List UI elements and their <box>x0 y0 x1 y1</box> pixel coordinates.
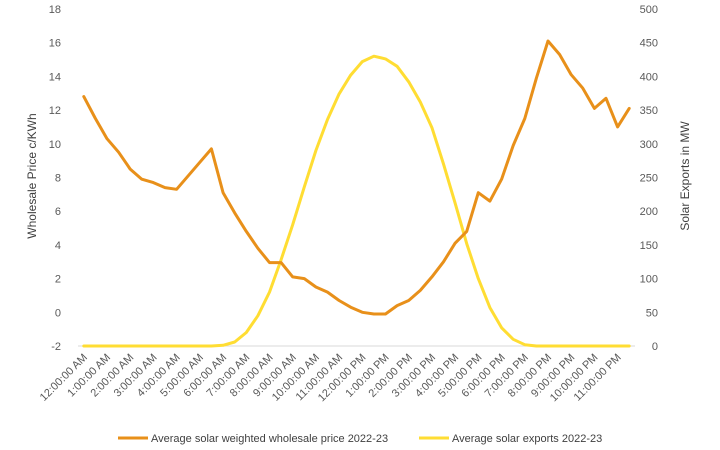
series-line-price <box>82 39 631 316</box>
y-left-tick-label: 2 <box>55 274 61 286</box>
y-right-tick-label: 500 <box>640 4 658 16</box>
y-right-tick-label: 400 <box>640 71 658 83</box>
y-right-tick-label: 450 <box>640 38 658 50</box>
y-left-tick-label: 12 <box>49 105 61 117</box>
y-left-tick-label: 8 <box>55 173 61 185</box>
y-left-tick-label: 16 <box>49 38 61 50</box>
y-right-tick-label: 200 <box>640 206 658 218</box>
y-left-tick-label: 14 <box>49 71 61 83</box>
y-left-tick-label: 18 <box>49 4 61 16</box>
series-line-exports <box>82 54 631 348</box>
y-right-tick-label: 350 <box>640 105 658 117</box>
legend-label-exports: Average solar exports 2022-23 <box>452 433 602 445</box>
x-tick-labels: 12:00:00 AM1:00:00 AM2:00:00 AM3:00:00 A… <box>38 352 624 405</box>
y-right-tick-label: 150 <box>640 240 658 252</box>
y-left-tick-label: 0 <box>55 307 61 319</box>
y-right-tick-label: 100 <box>640 274 658 286</box>
y-right-tick-labels: 0 50 100 150 200 250 300 350 400 450 500 <box>640 4 658 353</box>
y-right-tick-label: 0 <box>652 341 658 353</box>
y-left-tick-label: 10 <box>49 139 61 151</box>
y-right-axis-title: Solar Exports in MW <box>678 121 692 231</box>
y-right-tick-label: 300 <box>640 139 658 151</box>
series-layer <box>82 39 631 348</box>
y-left-tick-label: 6 <box>55 206 61 218</box>
y-left-tick-labels: -2 0 2 4 6 8 10 12 14 16 18 <box>49 4 61 353</box>
y-right-tick-label: 50 <box>646 307 658 319</box>
y-left-tick-label: 4 <box>55 240 61 252</box>
y-left-axis-title: Wholesale Price c/KWh <box>25 113 39 238</box>
legend: Average solar weighted wholesale price 2… <box>118 433 602 445</box>
legend-label-price: Average solar weighted wholesale price 2… <box>151 433 388 445</box>
y-left-tick-label: -2 <box>51 341 61 353</box>
y-right-tick-label: 250 <box>640 173 658 185</box>
